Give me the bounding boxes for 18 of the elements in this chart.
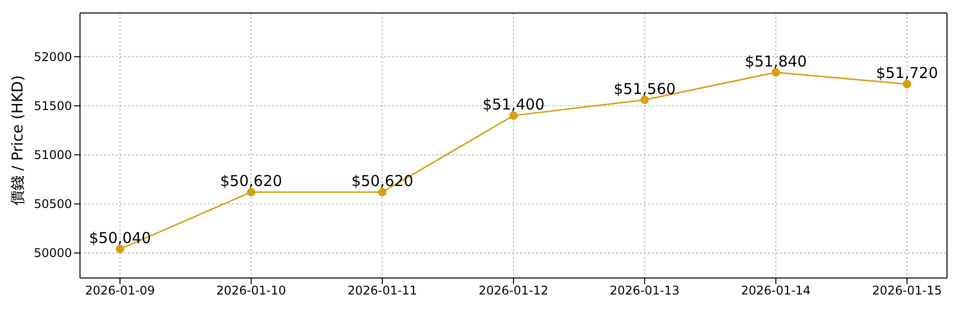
y-tick-label: 50000 (34, 246, 72, 260)
data-label: $51,720 (876, 64, 938, 82)
x-tick-label: 2026-01-12 (478, 284, 548, 298)
x-tick-label: 2026-01-15 (872, 284, 942, 298)
x-tick-label: 2026-01-11 (347, 284, 418, 298)
data-label: $51,840 (744, 52, 807, 70)
data-label: $50,620 (220, 172, 282, 190)
y-tick-label: 52000 (34, 50, 72, 64)
data-label: $51,400 (482, 96, 545, 114)
x-tick-label: 2026-01-09 (85, 284, 155, 298)
y-tick-label: 51500 (34, 99, 72, 114)
y-tick-label: 51000 (34, 148, 72, 162)
data-label: $51,560 (614, 80, 676, 98)
x-tick-label: 2026-01-13 (610, 284, 680, 298)
x-tick-label: 2026-01-10 (216, 284, 286, 298)
x-tick-label: 2026-01-14 (740, 284, 811, 298)
y-tick-label: 50500 (34, 197, 72, 212)
y-axis-title: 價錢 / Price (HKD) (8, 75, 26, 206)
